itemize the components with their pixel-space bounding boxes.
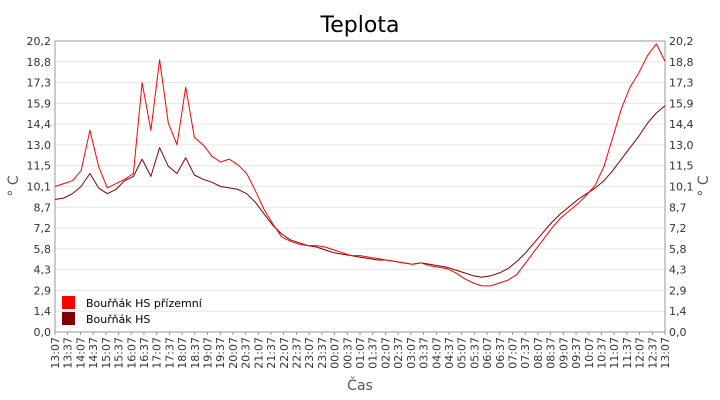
y-tick-label-left: 10,1	[27, 181, 52, 194]
y-axis-label-left: ° C	[6, 175, 22, 196]
x-tick-label: 21:07	[252, 337, 265, 369]
series-line	[54, 43, 666, 287]
y-tick-label-right: 17,3	[669, 77, 694, 90]
y-tick-label-right: 7,2	[669, 222, 687, 235]
y-tick-label-right: 18,8	[669, 56, 694, 69]
x-tick-label: 22:07	[278, 337, 291, 369]
x-tick-label: 18:07	[176, 337, 189, 369]
y-tick-label-right: 14,4	[669, 118, 694, 131]
y-tick-label-left: 5,8	[34, 243, 52, 256]
y-tick-label-left: 17,3	[27, 77, 52, 90]
legend-swatch	[62, 312, 75, 325]
y-tick-label-left: 13,0	[27, 139, 52, 152]
x-tick-label: 08:07	[532, 337, 545, 369]
y-axis-label-right: ° C	[696, 175, 712, 196]
x-tick-label: 01:07	[354, 337, 367, 369]
x-tick-label: 23:37	[316, 337, 329, 369]
y-tick-label-left: 1,4	[34, 305, 52, 318]
grid-lines	[55, 61, 665, 312]
x-tick-label: 12:07	[634, 337, 647, 369]
y-tick-label-right: 5,8	[669, 243, 687, 256]
x-tick-label: 07:37	[519, 337, 532, 369]
x-tick-label: 19:07	[202, 337, 215, 369]
x-tick-label: 15:37	[113, 337, 126, 369]
x-tick-label: 16:07	[125, 337, 138, 369]
x-tick-label: 23:07	[303, 337, 316, 369]
x-tick-label: 09:37	[570, 337, 583, 369]
x-tick-label: 09:07	[557, 337, 570, 369]
x-tick-label: 16:37	[138, 337, 151, 369]
x-axis-ticks: 13:07 13:37 14:07 14:37 15:07 15:37 16:07 16:37…	[49, 332, 672, 369]
x-tick-label: 06:37	[494, 337, 507, 369]
y-axis-left-ticks: 0,0 1,4 2,9 4,3 5,8 7,2 8,7 10,1 11,5 13,0 14,4 15,…	[27, 35, 52, 339]
x-tick-label: 01:37	[367, 337, 380, 369]
x-tick-label: 08:37	[545, 337, 558, 369]
y-tick-label-right: 1,4	[669, 305, 687, 318]
x-tick-label: 10:37	[595, 337, 608, 369]
x-tick-label: 00:37	[341, 337, 354, 369]
x-tick-label: 11:37	[621, 337, 634, 369]
legend-label: Bouřňák HS přízemní	[86, 297, 203, 310]
chart-title: Teplota	[320, 13, 400, 38]
y-tick-label-left: 2,9	[34, 284, 52, 297]
x-tick-label: 15:07	[100, 337, 113, 369]
x-tick-label: 04:07	[430, 337, 443, 369]
x-tick-label: 05:37	[468, 337, 481, 369]
y-tick-label-right: 13,0	[669, 139, 694, 152]
x-tick-label: 13:07	[659, 337, 672, 369]
legend-swatch	[62, 296, 75, 309]
series-line	[54, 105, 666, 278]
x-tick-label: 02:07	[379, 337, 392, 369]
y-tick-label-left: 18,8	[27, 56, 52, 69]
y-tick-label-left: 8,7	[34, 201, 52, 214]
y-tick-label-right: 15,9	[669, 97, 694, 110]
legend: Bouřňák HS přízemní Bouřňák HS	[62, 296, 203, 326]
x-tick-label: 22:37	[290, 337, 303, 369]
x-tick-label: 04:37	[443, 337, 456, 369]
x-tick-label: 20:37	[240, 337, 253, 369]
x-tick-label: 10:07	[583, 337, 596, 369]
x-tick-label: 13:07	[49, 337, 62, 369]
y-tick-label-left: 14,4	[27, 118, 52, 131]
y-tick-label-right: 20,2	[669, 35, 694, 48]
x-tick-label: 06:07	[481, 337, 494, 369]
y-tick-label-left: 7,2	[34, 222, 52, 235]
y-tick-label-right: 2,9	[669, 284, 687, 297]
series-lines	[54, 43, 666, 287]
y-tick-label-right: 11,5	[669, 160, 694, 173]
x-tick-label: 12:37	[646, 337, 659, 369]
x-tick-label: 20:07	[227, 337, 240, 369]
y-tick-label-right: 10,1	[669, 181, 694, 194]
x-tick-label: 07:07	[507, 337, 520, 369]
y-tick-label-right: 4,3	[669, 264, 687, 277]
legend-label: Bouřňák HS	[86, 313, 150, 326]
x-axis-label: Čas	[347, 376, 373, 394]
y-tick-label-left: 20,2	[27, 35, 52, 48]
x-tick-label: 13:37	[62, 337, 75, 369]
x-tick-label: 00:07	[329, 337, 342, 369]
y-tick-label-left: 11,5	[27, 160, 52, 173]
x-tick-label: 14:07	[74, 337, 87, 369]
x-tick-label: 05:07	[456, 337, 469, 369]
x-tick-label: 18:37	[189, 337, 202, 369]
x-tick-label: 21:37	[265, 337, 278, 369]
x-tick-label: 02:37	[392, 337, 405, 369]
x-tick-label: 19:37	[214, 337, 227, 369]
x-tick-label: 14:37	[87, 337, 100, 369]
y-tick-label-right: 0,0	[669, 326, 687, 339]
x-tick-label: 17:37	[163, 337, 176, 369]
y-tick-label-left: 4,3	[34, 264, 52, 277]
x-tick-label: 11:07	[608, 337, 621, 369]
x-tick-label: 17:07	[151, 337, 164, 369]
x-tick-label: 03:37	[418, 337, 431, 369]
y-tick-label-right: 8,7	[669, 201, 687, 214]
y-tick-label-left: 0,0	[34, 326, 52, 339]
y-axis-right-ticks: 0,0 1,4 2,9 4,3 5,8 7,2 8,7 10,1 11,5 13,0 14,4 15,…	[669, 35, 694, 339]
y-tick-label-left: 15,9	[27, 97, 52, 110]
x-tick-label: 03:07	[405, 337, 418, 369]
